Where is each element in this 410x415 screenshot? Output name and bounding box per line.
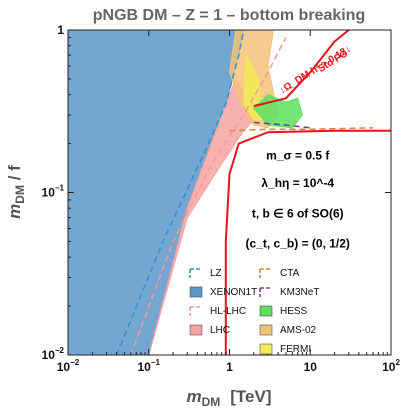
y-ticks: 10−2 10−1 1 — [42, 23, 391, 362]
annotation-2: t, b ∈ 6 of SO(6) — [252, 207, 344, 221]
legend-swatch-hl-lhc — [189, 306, 202, 316]
legend-swatch-lz — [189, 268, 202, 278]
curve-lz — [115, 30, 245, 355]
x-axis-label: mDM [TeV] — [186, 387, 271, 409]
legend-label-km3net: KM3NeT — [280, 287, 319, 298]
legend-label-fermi: FERMI — [280, 344, 311, 355]
y-axis-label: mDM / f — [5, 165, 27, 219]
legend-label-hess: HESS — [280, 306, 308, 317]
curve-omega-boundary — [253, 30, 350, 108]
curve-std-fo-boundary — [224, 129, 391, 355]
legend-label-lhc: LHC — [210, 325, 230, 336]
legend-swatch-lhc — [189, 324, 203, 336]
legend-swatch-km3net — [259, 287, 272, 297]
y-tick-label: 10−2 — [42, 346, 65, 362]
legend-label-ams-02: AMS-02 — [280, 325, 317, 336]
legend-swatch-ams-02 — [259, 324, 273, 336]
x-tick-label: 102 — [382, 358, 400, 374]
y-tick-label: 10−1 — [42, 184, 65, 200]
chart-title: pNGB DM – Z = 1 – bottom breaking — [93, 7, 365, 24]
legend-label-hl-lhc: HL-LHC — [210, 306, 246, 317]
annotations: m_σ = 0.5 f λ_hη = 10^-4 t, b ∈ 6 of SO(6)… — [246, 148, 350, 250]
curve-km3net — [253, 121, 311, 129]
curve-hl-lhc — [130, 37, 287, 355]
annotation-0: m_σ = 0.5 f — [266, 148, 330, 162]
x-tick-label: 10 — [304, 360, 318, 374]
curve-cta — [229, 127, 374, 132]
annotation-1: λ_hη = 10^-4 — [261, 176, 334, 190]
legend-label-lz: LZ — [210, 268, 222, 279]
legend-label-cta: CTA — [280, 268, 300, 279]
legend-swatch-hess — [259, 305, 273, 317]
x-ticks: 10−2 10−1 1 10 102 — [57, 30, 400, 374]
y-tick-label: 1 — [57, 23, 64, 37]
curves-layer — [115, 30, 391, 355]
annotation-3: (c_t, c_b) = (0, 1/2) — [246, 236, 350, 250]
legend-right: CTA KM3NeT HESS AMS-02 FERMI — [259, 268, 319, 355]
regions-layer — [68, 30, 303, 355]
legend-swatch-fermi — [259, 343, 273, 355]
x-tick-label: 1 — [226, 360, 233, 374]
region-fermi — [243, 53, 263, 121]
x-tick-label: 10−1 — [138, 358, 161, 374]
legend-left: LZ XENON1T HL-LHC LHC — [189, 268, 257, 336]
x-tick-label: 10−2 — [57, 358, 80, 374]
legend-label-xenon1t: XENON1T — [210, 287, 257, 298]
legend-swatch-xenon1t — [189, 286, 203, 298]
legend-swatch-cta — [259, 268, 272, 278]
